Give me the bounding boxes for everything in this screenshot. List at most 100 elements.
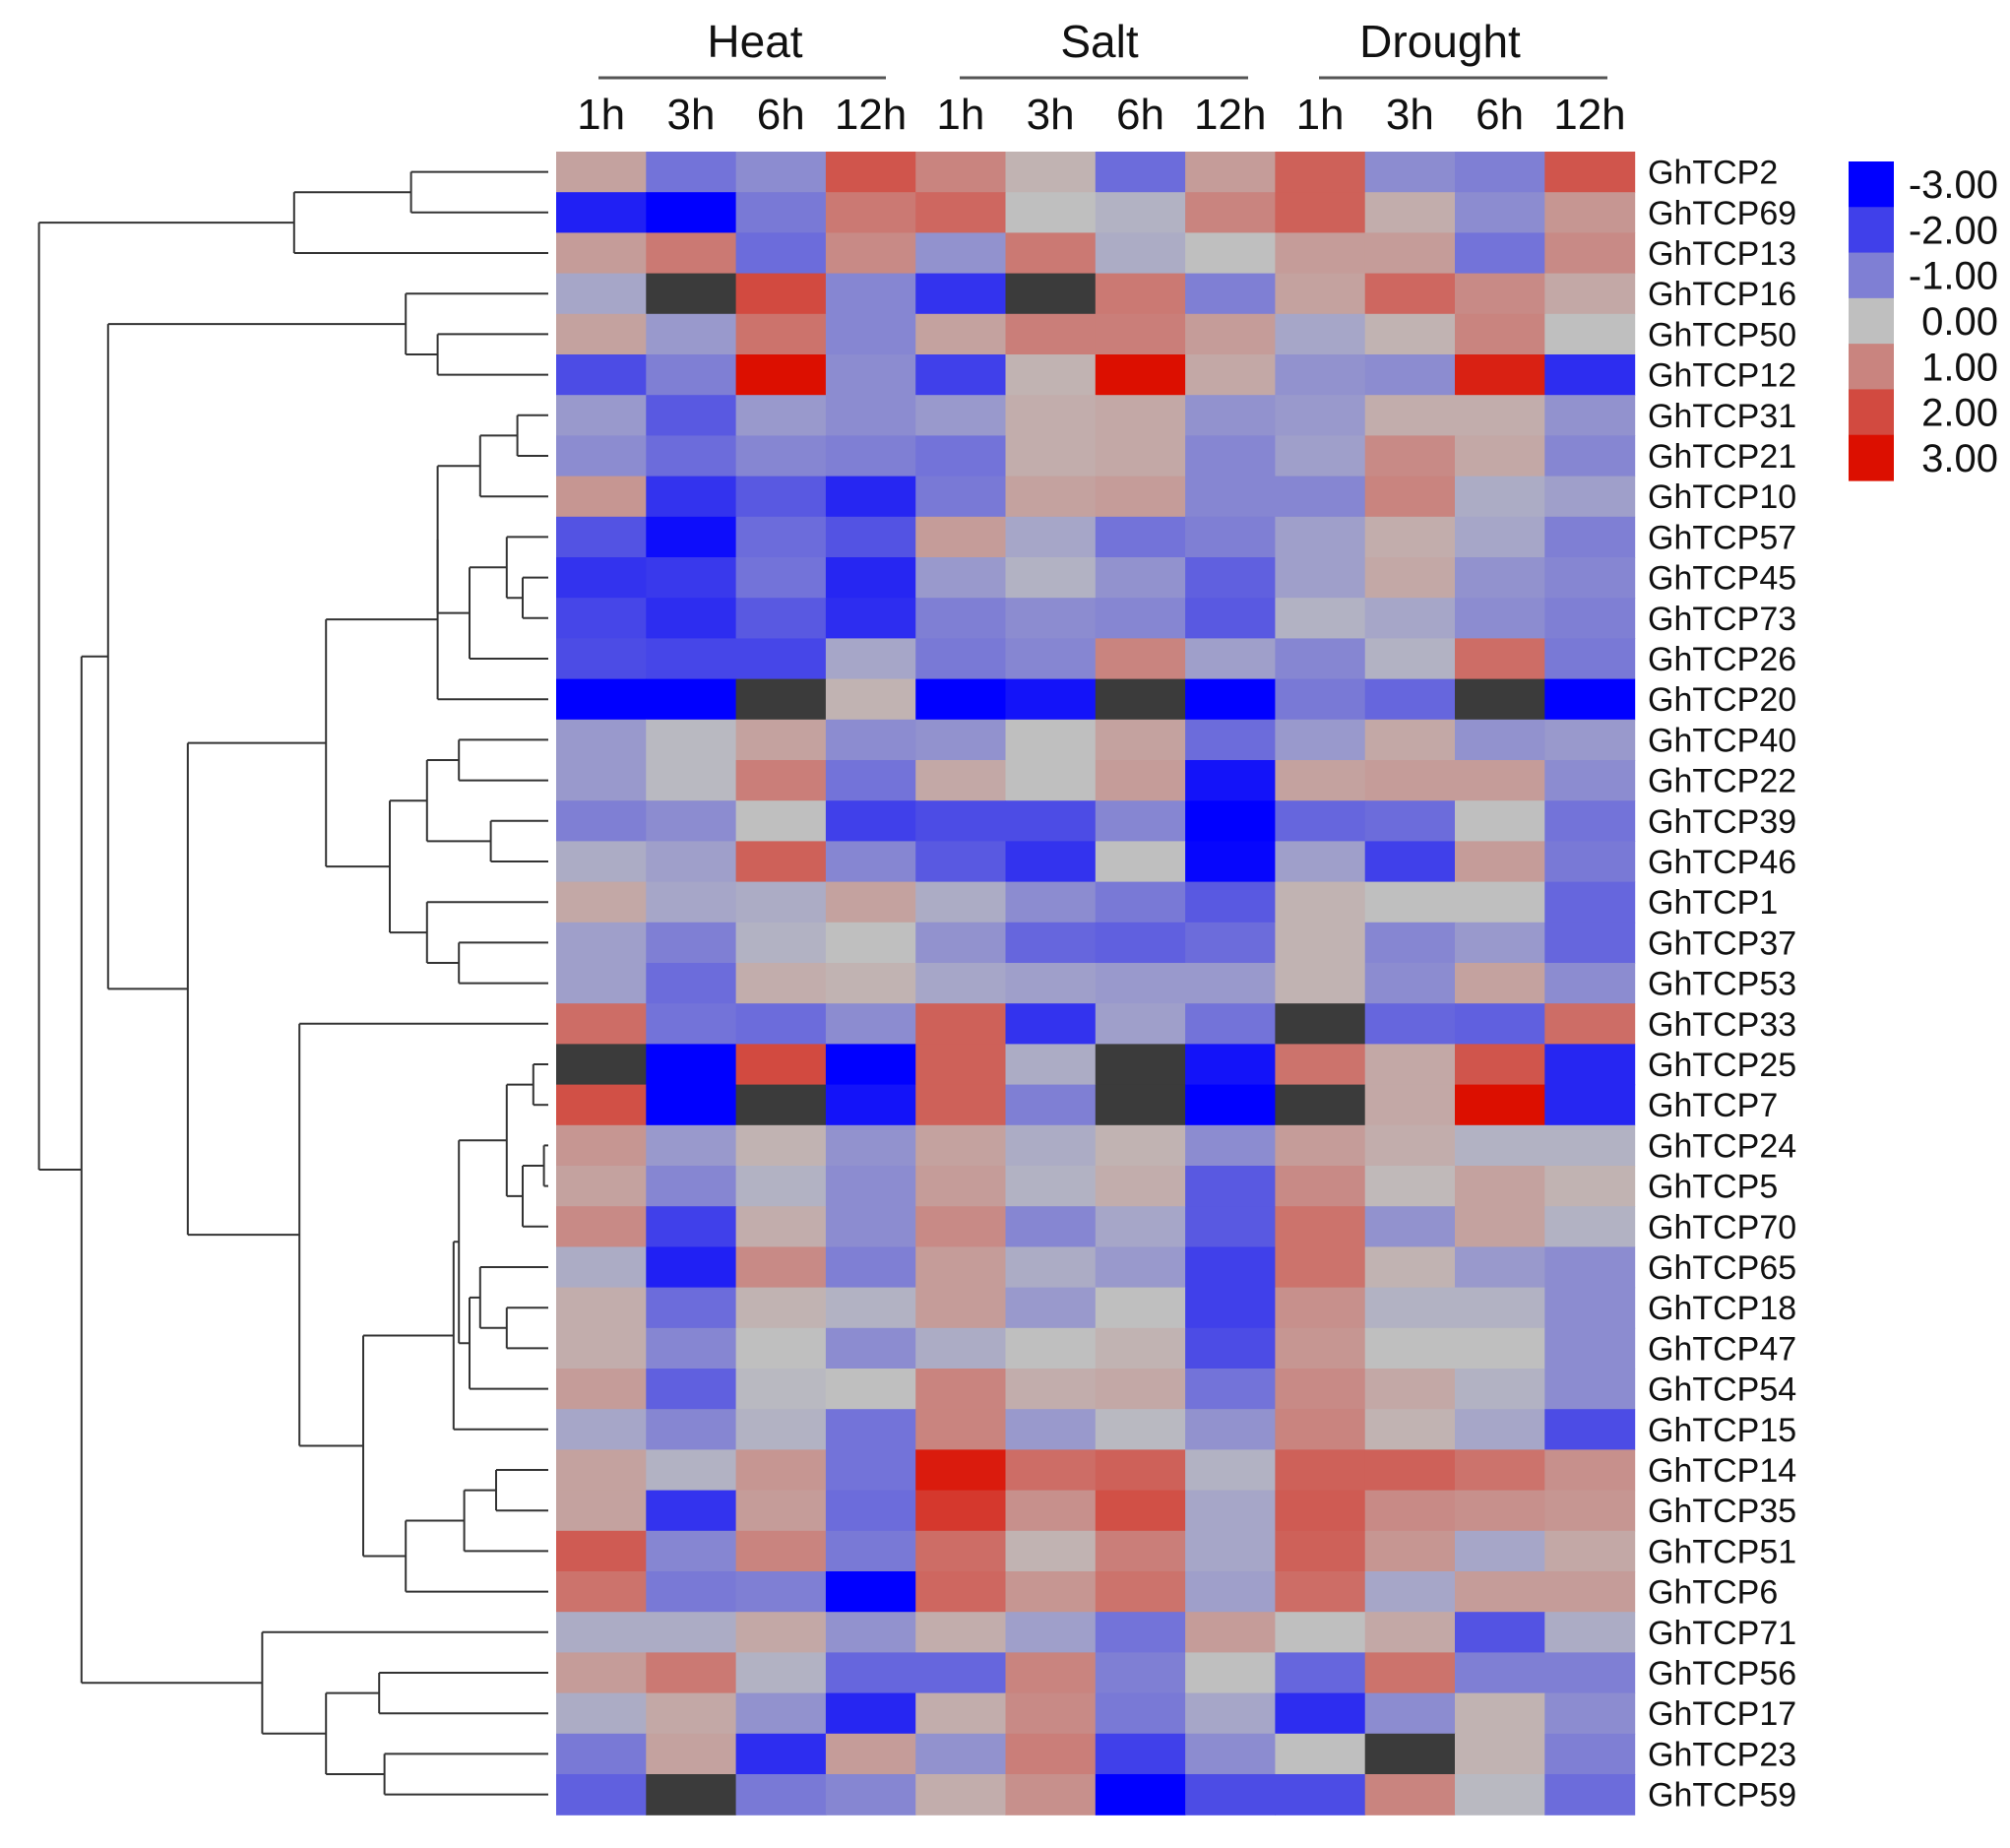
- heatmap-cell: [646, 1287, 737, 1329]
- heatmap-cell: [646, 1124, 737, 1167]
- heatmap-cell: [1455, 1530, 1545, 1572]
- heatmap-cell: [1544, 435, 1636, 478]
- heatmap-cell: [735, 354, 827, 396]
- time-label: 12h: [835, 91, 907, 139]
- heatmap-cell: [735, 1166, 827, 1207]
- heatmap-cell: [1544, 1449, 1636, 1492]
- heatmap-cell: [556, 881, 647, 924]
- heatmap-cell: [1275, 1166, 1366, 1207]
- heatmap-cell: [1185, 557, 1276, 599]
- heatmap-cell: [1544, 395, 1636, 436]
- heatmap-cell: [825, 1003, 916, 1045]
- heatmap-cell: [1005, 1003, 1097, 1045]
- heatmap-cell: [735, 1692, 827, 1735]
- heatmap-cell: [556, 1327, 647, 1370]
- heatmap-cell: [915, 516, 1007, 558]
- heatmap-cell: [1095, 1166, 1186, 1207]
- heatmap-cell: [915, 1692, 1007, 1735]
- heatmap-cell: [1095, 1003, 1186, 1045]
- gene-label: GhTCP46: [1648, 844, 1796, 881]
- heatmap-cell: [556, 678, 647, 721]
- heatmap-cell: [1005, 435, 1097, 478]
- heatmap-cell: [1455, 1206, 1545, 1247]
- heatmap-cell: [915, 1124, 1007, 1167]
- heatmap-cell: [1544, 1044, 1636, 1086]
- legend-tick-label: 3.00: [1921, 437, 1998, 480]
- gene-label: GhTCP20: [1648, 681, 1796, 719]
- heatmap-cell: [1455, 963, 1545, 1004]
- heatmap-cell: [735, 1409, 827, 1450]
- heatmap-cell: [1095, 841, 1186, 883]
- legend-swatch: [1849, 389, 1894, 436]
- heatmap-cell: [1455, 152, 1545, 193]
- heatmap-cell: [1544, 476, 1636, 518]
- column-time-labels: 1h 3h 6h 12h 1h 3h 6h 12h 1h 3h 6h 12h: [577, 91, 1625, 139]
- heatmap-cell: [646, 354, 737, 396]
- heatmap-cell: [915, 1612, 1007, 1653]
- heatmap-cell: [1095, 1084, 1186, 1126]
- gene-label: GhTCP51: [1648, 1533, 1796, 1570]
- heatmap-cell: [1095, 1571, 1186, 1613]
- heatmap-cell: [1275, 963, 1366, 1004]
- heatmap-cell: [825, 1166, 916, 1207]
- heatmap-cell: [915, 1530, 1007, 1572]
- group-label: Drought: [1359, 16, 1521, 67]
- heatmap-cell: [556, 1530, 647, 1572]
- heatmap-cell: [1005, 1612, 1097, 1653]
- heatmap-cell: [915, 638, 1007, 680]
- heatmap-cell: [915, 719, 1007, 761]
- heatmap-cell: [915, 1084, 1007, 1126]
- heatmap-cell: [735, 1287, 827, 1329]
- heatmap-cell: [825, 1449, 916, 1492]
- heatmap-cell: [1095, 881, 1186, 924]
- heatmap-cell: [1364, 638, 1456, 680]
- heatmap-cell: [735, 760, 827, 801]
- heatmap-cell: [735, 395, 827, 436]
- heatmap-cell: [825, 1327, 916, 1370]
- heatmap-cell: [915, 1449, 1007, 1492]
- heatmap-cell: [1005, 1246, 1097, 1289]
- heatmap-cell: [1544, 1409, 1636, 1450]
- heatmap-cell: [1005, 841, 1097, 883]
- heatmap-cell: [556, 922, 647, 964]
- heatmap-cell: [1364, 719, 1456, 761]
- heatmap-cell: [1455, 232, 1545, 275]
- heatmap-cell: [1005, 1490, 1097, 1532]
- heatmap-cell: [1364, 922, 1456, 964]
- heatmap-cell: [915, 1044, 1007, 1086]
- heatmap-cell: [1005, 963, 1097, 1004]
- gene-label: GhTCP21: [1648, 438, 1796, 476]
- heatmap-cell: [915, 1571, 1007, 1613]
- heatmap-cell: [1095, 152, 1186, 193]
- heatmap-cell: [646, 232, 737, 275]
- heatmap-cell: [556, 1003, 647, 1045]
- heatmap-cell: [1455, 1124, 1545, 1167]
- heatmap-cell: [735, 1003, 827, 1045]
- heatmap-cell: [1364, 395, 1456, 436]
- heatmap-cell: [1275, 1652, 1366, 1694]
- heatmap-cell: [1544, 354, 1636, 396]
- heatmap-cell: [556, 1449, 647, 1492]
- heatmap-cell: [915, 881, 1007, 924]
- heatmap-cell: [825, 678, 916, 721]
- heatmap-cell: [1544, 760, 1636, 801]
- heatmap-cell: [556, 1571, 647, 1613]
- heatmap-cell: [1544, 678, 1636, 721]
- heatmap-cell: [735, 516, 827, 558]
- heatmap-cell: [1455, 435, 1545, 478]
- gene-label: GhTCP23: [1648, 1736, 1796, 1773]
- heatmap-cell: [1185, 760, 1276, 801]
- heatmap-cell: [646, 760, 737, 801]
- heatmap-cell: [646, 963, 737, 1004]
- heatmap-cell: [825, 435, 916, 478]
- legend-swatch: [1849, 344, 1894, 391]
- heatmap-cell: [1275, 435, 1366, 478]
- heatmap-cell: [1364, 192, 1456, 233]
- heatmap-cell: [1455, 1652, 1545, 1694]
- heatmap-cell: [1455, 192, 1545, 233]
- heatmap-cell: [825, 1733, 916, 1775]
- heatmap-cell: [1275, 395, 1366, 436]
- gene-label: GhTCP15: [1648, 1412, 1796, 1449]
- heatmap-cell: [1455, 1044, 1545, 1086]
- heatmap-cell: [915, 841, 1007, 883]
